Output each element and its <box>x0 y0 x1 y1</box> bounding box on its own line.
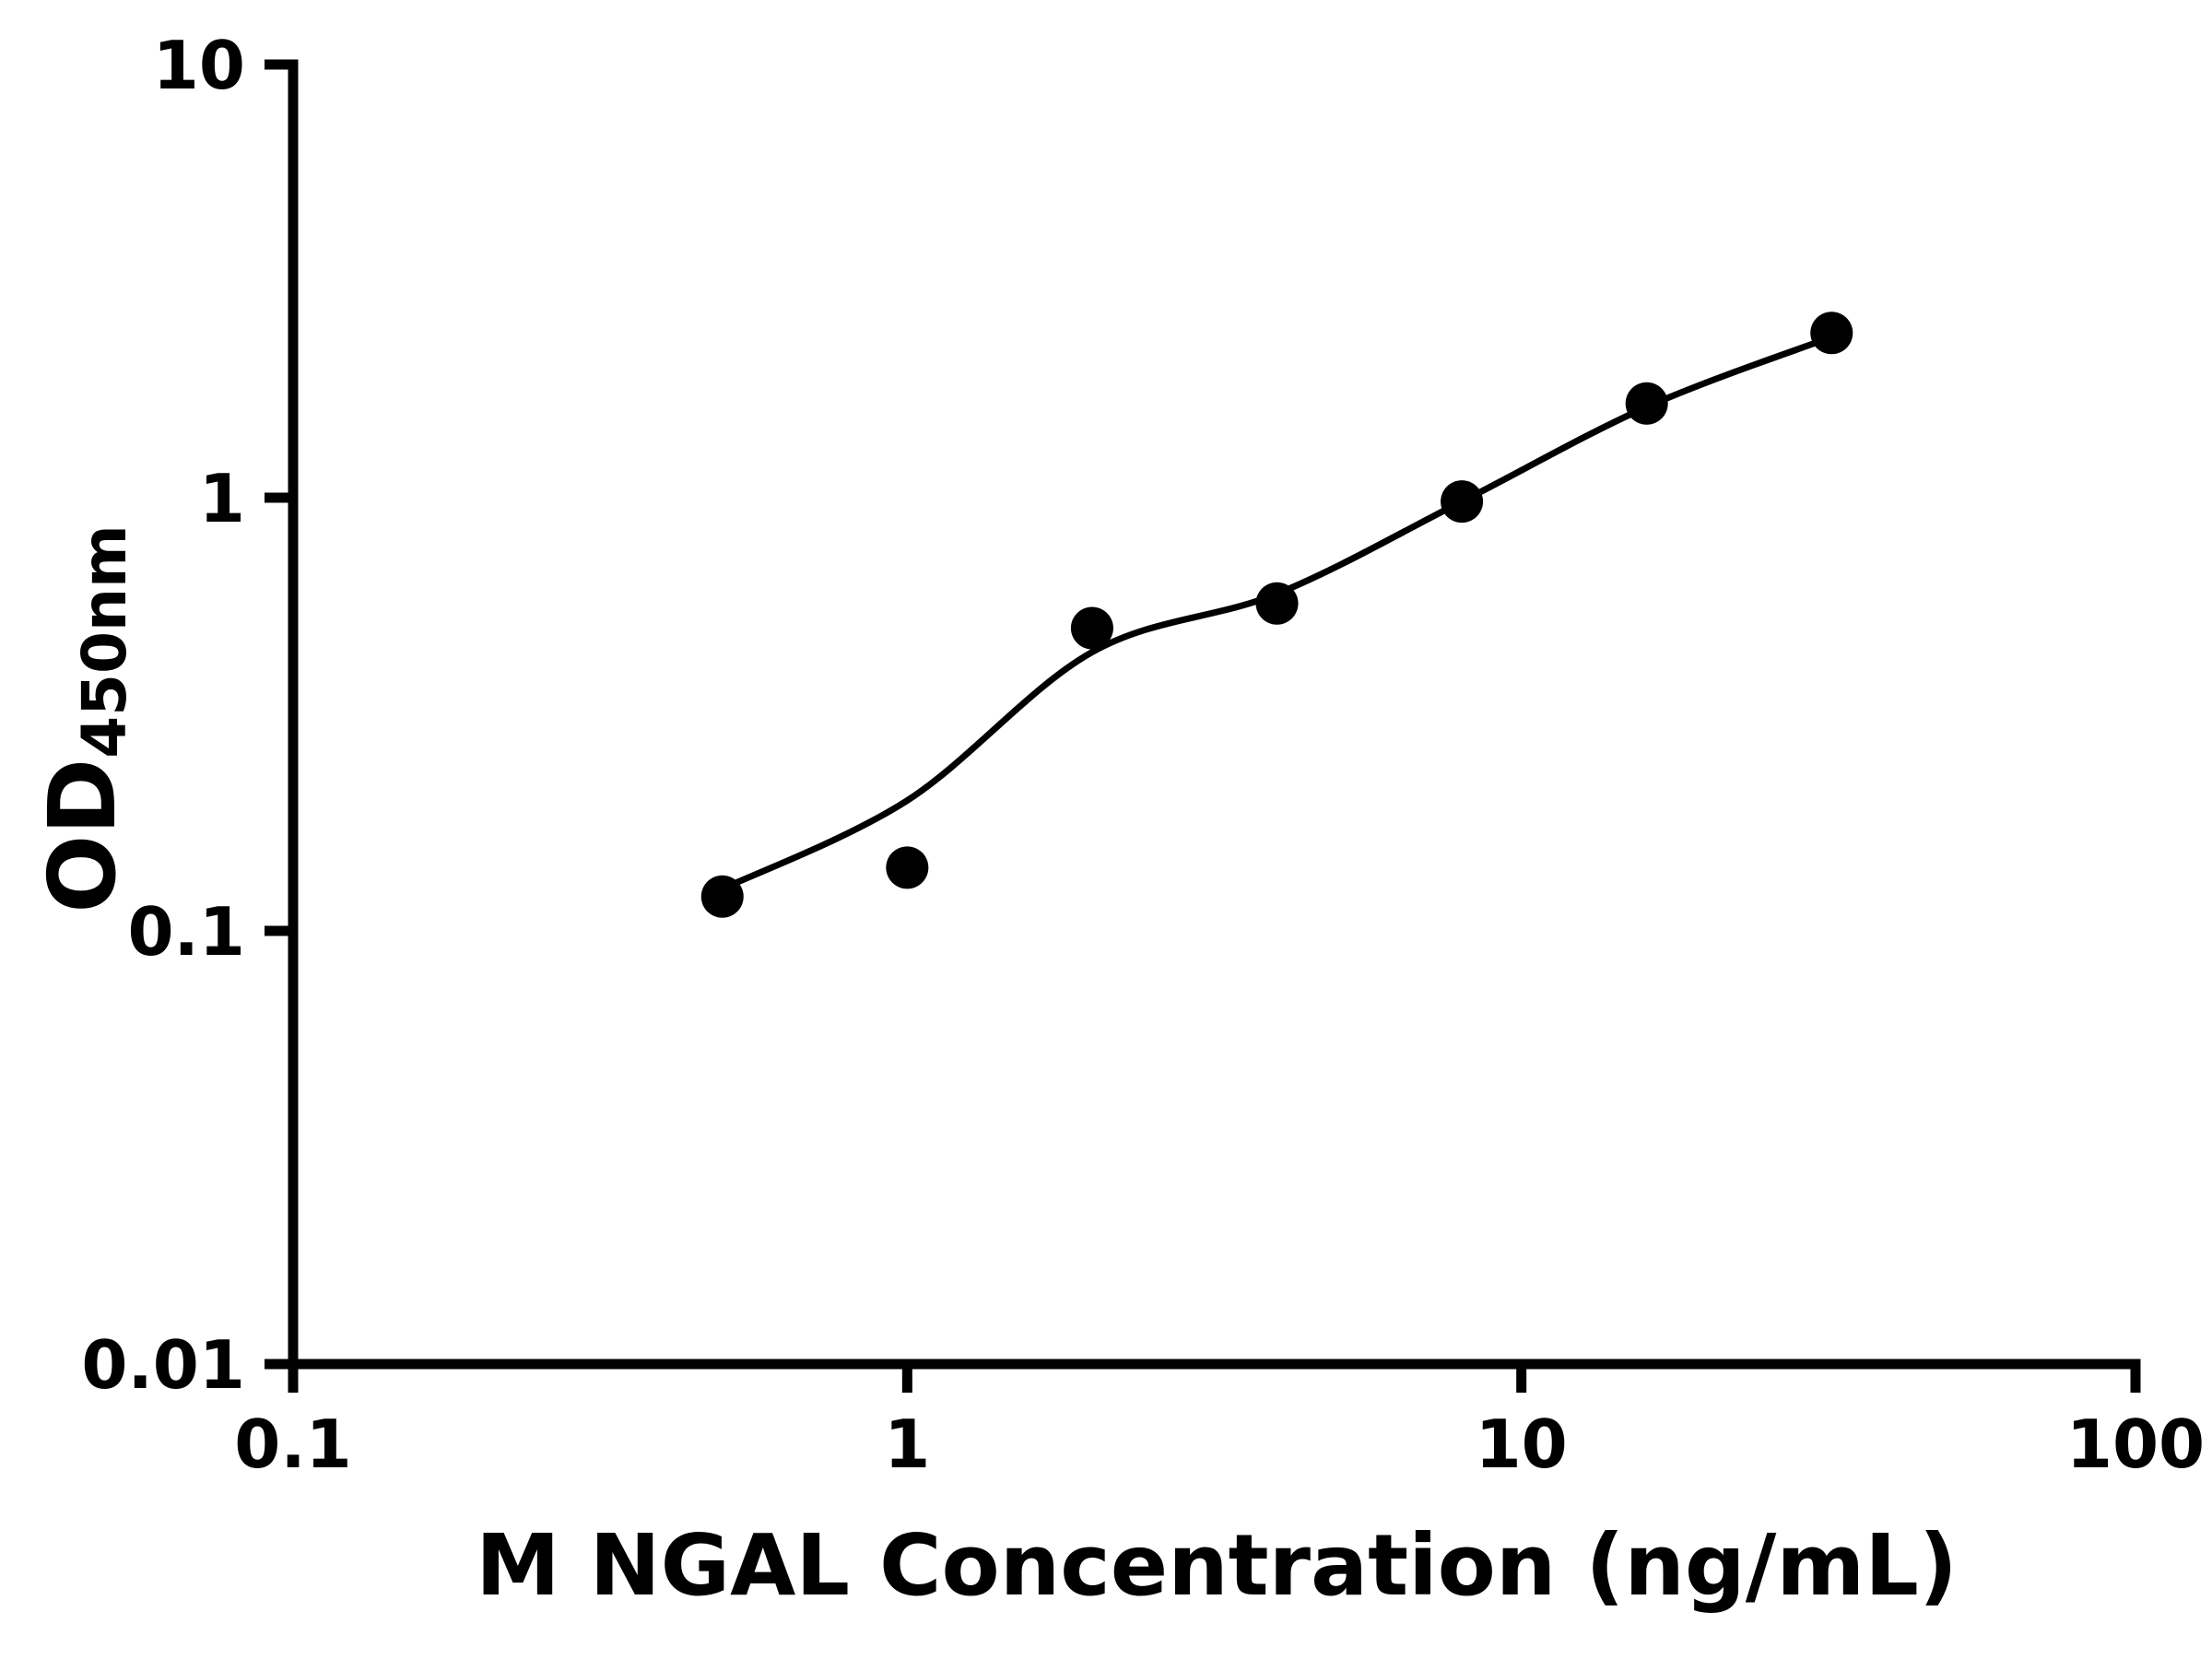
y-axis-title-main: OD <box>29 758 136 913</box>
data-point <box>1441 480 1484 524</box>
data-point <box>1625 382 1668 425</box>
x-tick-label: 100 <box>2066 1406 2205 1483</box>
data-point <box>1810 312 1853 355</box>
data-point <box>700 875 744 918</box>
y-tick-label: 1 <box>199 460 245 537</box>
x-tick-label: 0.1 <box>234 1406 352 1483</box>
data-point <box>1255 582 1299 625</box>
data-point <box>886 846 929 889</box>
x-axis-title: M NGAL Concentration (ng/mL) <box>476 1516 1958 1615</box>
axis-lines <box>288 59 2141 1370</box>
x-tick-label: 1 <box>884 1406 930 1483</box>
y-axis-title: OD450nm <box>18 350 147 1088</box>
y-tick-label: 0.1 <box>127 893 245 971</box>
y-tick-label: 0.01 <box>81 1326 245 1404</box>
x-tick-label: 10 <box>1476 1406 1568 1483</box>
data-point <box>1070 606 1113 650</box>
y-axis-title-sub: 450nm <box>69 524 140 759</box>
y-tick-label: 10 <box>153 27 245 104</box>
